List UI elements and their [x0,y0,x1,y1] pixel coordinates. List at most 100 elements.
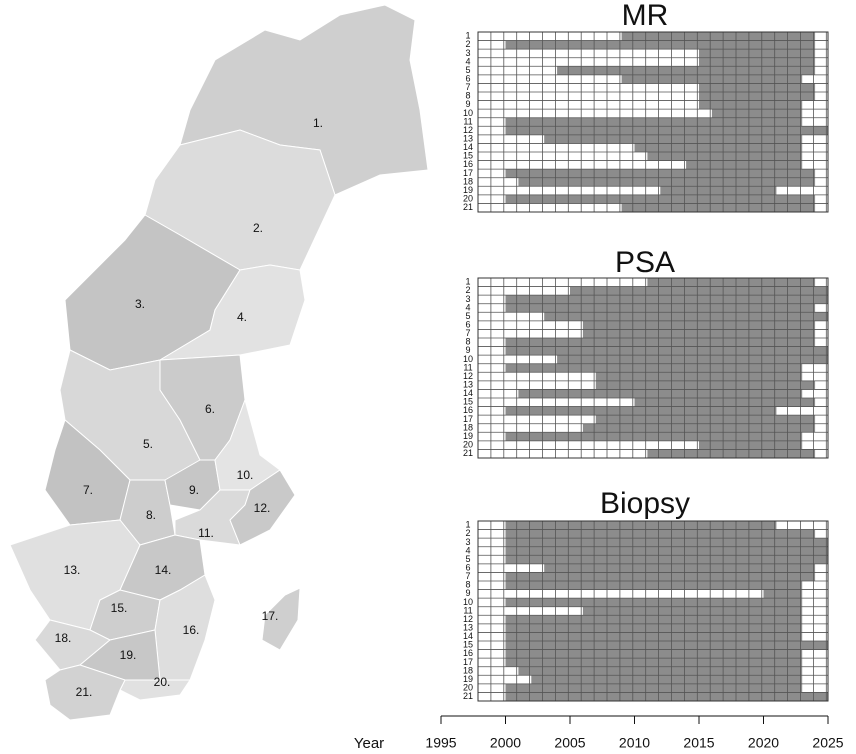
row-label: 5 [465,311,470,321]
coverage-bar [518,666,803,676]
row-label: 3 [465,294,470,304]
region-label: 4. [237,310,247,324]
x-tick-label: 2000 [490,735,521,751]
row-label: 8 [465,580,470,590]
coverage-bar [621,32,816,41]
coverage-bar [699,92,816,101]
row-label: 15 [463,151,473,161]
row-label: 15 [463,640,473,650]
row-label: 5 [465,554,470,564]
coverage-bar [505,194,816,204]
region [159,264,306,361]
row-label: 6 [465,74,470,84]
row-label: 10 [463,597,473,607]
region-label: 11. [198,526,214,540]
row-label: 8 [465,337,470,347]
row-label: 1 [465,520,470,530]
coverage-bar [505,683,803,693]
row-label: 18 [463,665,473,675]
coverage-bar [557,355,828,364]
row-label: 5 [465,65,470,75]
x-tick-label: 2015 [683,735,714,751]
region-label: 10. [237,468,254,482]
region-label: 12. [254,501,271,515]
row-label: 6 [465,563,470,573]
x-tick-label: 1995 [425,735,456,751]
row-label: 18 [463,176,473,186]
row-label: 1 [465,31,470,41]
coverage-bar [711,109,803,118]
x-axis-label: Year [354,735,384,752]
row-label: 19 [463,431,473,441]
region [44,664,126,721]
coverage-bar [557,66,816,75]
row-label: 8 [465,91,470,101]
coverage-bar [621,203,816,212]
row-label: 17 [463,168,473,178]
region-label: 17. [262,609,279,623]
panel-title: MR [622,0,669,32]
coverage-bar [582,606,803,616]
row-label: 3 [465,537,470,547]
panel-border [477,277,829,459]
x-tick-label: 2005 [554,735,585,751]
region-label: 13. [64,563,81,577]
row-label: 20 [463,683,473,693]
coverage-bar [621,74,803,84]
coverage-bar [505,295,828,304]
coverage-bar [582,329,816,338]
coverage-bar [570,286,828,296]
row-label: 3 [465,48,470,58]
coverage-bar [505,598,803,607]
region-label: 7. [83,483,93,497]
coverage-bar [505,406,777,416]
row-label: 13 [463,623,473,633]
coverage-bar [660,186,777,195]
coverage-bar [647,449,816,458]
row-label: 11 [463,116,472,126]
row-label: 21 [463,448,473,458]
coverage-bar [544,312,828,321]
row-label: 12 [463,371,473,381]
region-label: 9. [189,483,199,497]
coverage-bar [544,134,803,144]
coverage-bar [518,389,803,398]
row-label: 9 [465,345,470,355]
coverage-bar [518,177,816,187]
region-label: 20. [154,675,171,689]
coverage-bar [505,40,816,50]
region-label: 14. [155,563,172,577]
region-label: 1. [313,116,323,130]
row-label: 4 [465,545,470,555]
row-label: 11 [463,605,472,615]
coverage-bar [505,555,828,564]
row-label: 15 [463,397,473,407]
coverage-bar [505,692,828,701]
row-label: 2 [465,39,470,49]
coverage-bar [505,546,828,556]
row-label: 4 [465,302,470,312]
row-label: 14 [463,388,473,398]
region-label: 6. [205,402,215,416]
region-label: 19. [120,648,137,662]
region-label: 16. [183,623,200,637]
row-label: 18 [463,422,473,432]
coverage-bar [505,581,803,590]
coverage-bar [505,346,828,356]
coverage-bar [595,415,816,424]
panel-border [477,520,829,702]
coverage-bar [505,529,816,539]
coverage-bar [505,363,803,373]
row-label: 9 [465,99,470,109]
panel-border [477,31,829,213]
coverage-bar [699,83,816,92]
region [229,469,296,546]
row-label: 21 [463,202,473,212]
row-label: 20 [463,194,473,204]
row-label: 16 [463,648,473,658]
row-label: 1 [465,277,470,287]
coverage-bar [505,632,803,641]
row-label: 13 [463,134,473,144]
coverage-bar [686,160,803,170]
